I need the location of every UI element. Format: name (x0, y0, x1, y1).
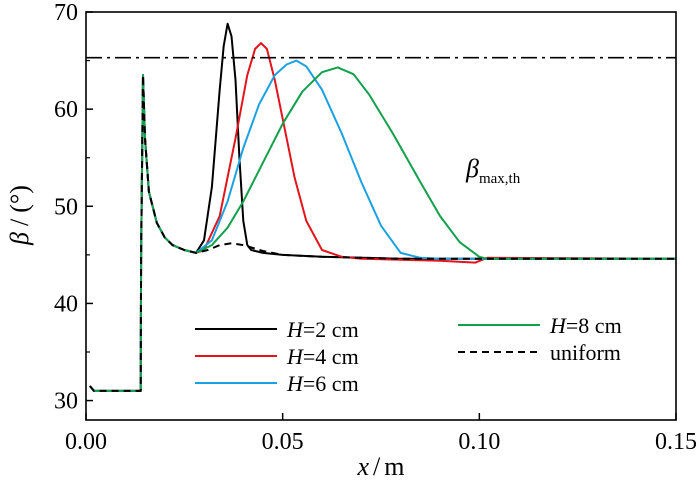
legend-label-text: =2 cm (303, 317, 359, 342)
series-line-2 (89, 42, 676, 392)
series-line-5 (89, 74, 676, 392)
x-axis-label-var: x (356, 452, 369, 480)
threshold-label-sub: max,th (479, 171, 521, 187)
plot-frame (85, 11, 677, 421)
series-layer (89, 22, 676, 392)
x-axis-label: x / m (356, 452, 404, 480)
legend-label-var: H (549, 313, 567, 338)
x-tick-label: 0.05 (262, 429, 304, 455)
x-tick-label: 0.10 (458, 429, 500, 455)
legend-label-var: H (286, 317, 304, 342)
legend-label-var: H (286, 344, 304, 369)
y-axis-label: β/(°) (5, 185, 34, 246)
legend-label-5: uniform (550, 340, 621, 365)
y-tick-label: 50 (54, 194, 78, 220)
legend-label-4: H=8 cm (549, 313, 622, 338)
y-axis-label-unit: (°) (5, 185, 34, 213)
y-axis-label-var: β (5, 232, 34, 246)
y-tick-label: 40 (54, 291, 78, 317)
x-tick-label: 0.00 (65, 429, 107, 455)
threshold-label: βmax,th (465, 154, 521, 187)
legend-label-2: H=4 cm (286, 344, 359, 369)
legend-label-var: H (286, 371, 304, 396)
y-tick-label: 70 (54, 0, 78, 26)
x-axis-label-unit: m (384, 452, 404, 480)
y-tick-label: 30 (54, 389, 78, 415)
threshold-label-main: β (465, 154, 479, 183)
legend-label-text: uniform (550, 340, 621, 365)
legend-label-text: =6 cm (303, 371, 359, 396)
legend-label-3: H=6 cm (286, 371, 359, 396)
y-tick-label: 60 (54, 97, 78, 123)
legend-label-1: H=2 cm (286, 317, 359, 342)
legend-label-text: =8 cm (566, 313, 622, 338)
legend-label-text: =4 cm (303, 344, 359, 369)
x-tick-label: 0.15 (655, 429, 697, 455)
ticks-layer: 0.00 0.05 0.10 0.15 30 40 50 60 70 (54, 0, 697, 455)
